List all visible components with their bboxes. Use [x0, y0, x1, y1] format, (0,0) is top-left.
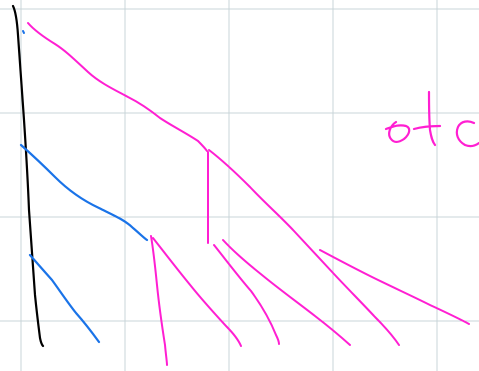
magenta-mid-stroke-b: [222, 239, 351, 346]
magenta-left-steep-stroke: [150, 235, 168, 366]
magenta-mid-stroke-a: [213, 244, 280, 345]
handwritten-etc: etc: [384, 90, 479, 148]
black-axis-stroke: [11, 4, 45, 348]
magenta-right-lower-stroke: [319, 249, 470, 325]
blue-dot: [22, 30, 25, 34]
handwritten-letter-t-crossbar: [412, 124, 442, 131]
magenta-left-sloped-stroke: [152, 237, 242, 347]
magenta-top-branch-stroke: [27, 22, 208, 152]
blue-diagonal-stroke-long: [19, 143, 149, 242]
magenta-upper-right-diagonal-stroke: [208, 149, 400, 346]
blue-diagonal-stroke-short: [28, 253, 101, 344]
handwritten-letter-t-stem: [427, 90, 437, 147]
handwritten-letter-c: [455, 120, 479, 148]
handwritten-letter-e: [384, 120, 411, 144]
